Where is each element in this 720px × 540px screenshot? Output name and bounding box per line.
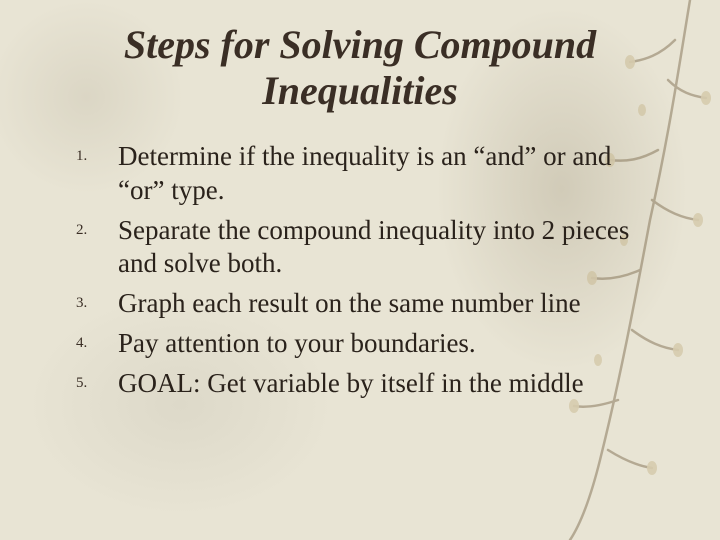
item-text: GOAL: Get variable by itself in the midd… <box>118 367 584 401</box>
slide: Steps for Solving Compound Inequalities … <box>0 0 720 540</box>
item-number: 4. <box>70 327 118 352</box>
slide-title: Steps for Solving Compound Inequalities <box>70 22 650 114</box>
item-number: 2. <box>70 214 118 239</box>
item-number: 5. <box>70 367 118 392</box>
steps-list: 1. Determine if the inequality is an “an… <box>70 140 650 400</box>
list-item: 2. Separate the compound inequality into… <box>70 214 650 282</box>
list-item: 1. Determine if the inequality is an “an… <box>70 140 650 208</box>
item-text: Determine if the inequality is an “and” … <box>118 140 650 208</box>
item-number: 1. <box>70 140 118 165</box>
list-item: 5. GOAL: Get variable by itself in the m… <box>70 367 650 401</box>
item-text: Separate the compound inequality into 2 … <box>118 214 650 282</box>
item-number: 3. <box>70 287 118 312</box>
item-text: Graph each result on the same number lin… <box>118 287 581 321</box>
list-item: 3. Graph each result on the same number … <box>70 287 650 321</box>
item-text: Pay attention to your boundaries. <box>118 327 476 361</box>
list-item: 4. Pay attention to your boundaries. <box>70 327 650 361</box>
